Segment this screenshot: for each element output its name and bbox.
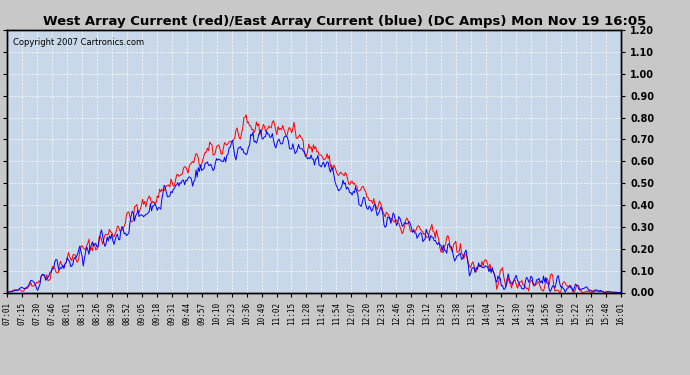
Text: West Array Current (red)/East Array Current (blue) (DC Amps) Mon Nov 19 16:05: West Array Current (red)/East Array Curr…: [43, 15, 647, 28]
Text: Copyright 2007 Cartronics.com: Copyright 2007 Cartronics.com: [13, 38, 144, 47]
